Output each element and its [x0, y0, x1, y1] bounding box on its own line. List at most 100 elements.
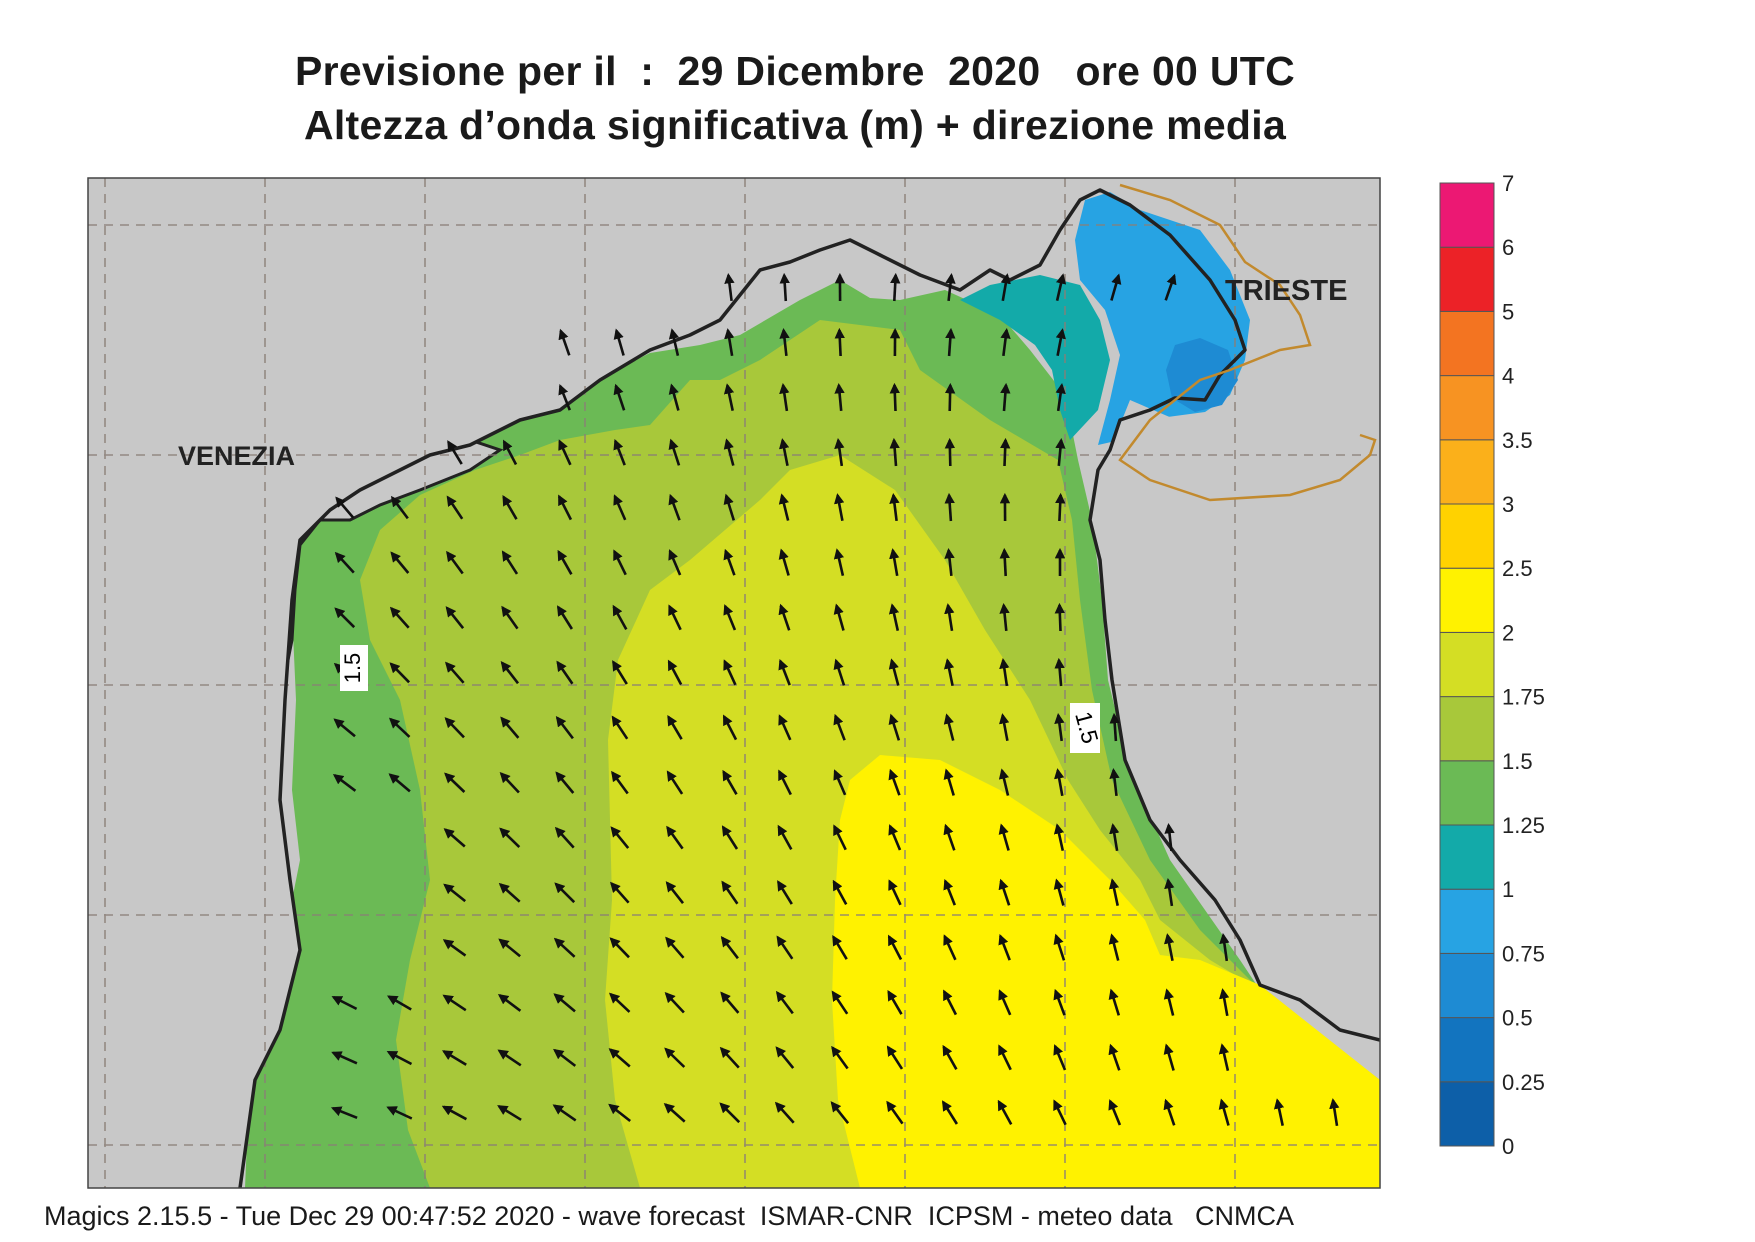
- direction-arrow: [613, 438, 626, 466]
- direction-arrow: [944, 382, 956, 412]
- sea-band-1: [960, 275, 1110, 440]
- legend-swatch: [1439, 1081, 1495, 1147]
- direction-arrow: [943, 878, 957, 906]
- city-label-venezia: VENEZIA: [178, 441, 295, 471]
- direction-arrow: [889, 437, 900, 467]
- direction-arrow: [944, 548, 955, 577]
- direction-arrow: [1000, 382, 1011, 412]
- direction-arrow: [609, 937, 630, 959]
- direction-arrow: [778, 714, 792, 741]
- direction-arrow: [1163, 1098, 1176, 1126]
- direction-arrow: [558, 328, 571, 356]
- direction-arrow: [1053, 988, 1066, 1016]
- legend-swatch: [1439, 375, 1495, 441]
- direction-arrow: [390, 551, 410, 574]
- wave-direction-arrows: [330, 272, 1340, 1127]
- direction-arrow: [1055, 273, 1067, 301]
- direction-arrow: [502, 495, 518, 520]
- direction-arrow: [1109, 823, 1120, 852]
- direction-arrow: [721, 825, 739, 850]
- direction-arrow: [610, 881, 630, 904]
- direction-arrow: [444, 717, 465, 739]
- direction-arrow: [666, 825, 684, 850]
- direction-arrow: [331, 1051, 358, 1065]
- direction-arrow: [447, 440, 463, 465]
- direction-arrow: [833, 548, 845, 576]
- direction-arrow: [778, 603, 791, 631]
- direction-arrow: [778, 769, 792, 796]
- direction-arrow: [722, 769, 738, 795]
- direction-arrow: [724, 273, 735, 302]
- direction-arrow: [999, 437, 1011, 467]
- direction-arrow: [998, 1044, 1012, 1071]
- direction-arrow: [888, 658, 900, 686]
- legend-swatch: [1439, 310, 1495, 377]
- legend-swatch: [1439, 503, 1495, 569]
- legend-swatch: [1439, 696, 1495, 762]
- istria-land: [1090, 178, 1380, 1040]
- legend-swatch: [1439, 952, 1495, 1019]
- direction-arrow: [998, 933, 1011, 961]
- title-line-1: Previsione per il : 29 Dicembre 2020 ore…: [294, 48, 1296, 94]
- direction-arrow: [997, 1099, 1013, 1126]
- direction-arrow: [886, 1100, 904, 1125]
- direction-arrow: [830, 1101, 850, 1125]
- legend-tick-label: 3: [1502, 492, 1514, 517]
- legend-tick-label: 3.5: [1502, 428, 1533, 453]
- direction-arrow: [723, 438, 735, 466]
- legend-colorbar: 7 6 5 4 3.5 3 2.5 2 1.75 1.5 1.25 1 0.75 0.5 0.25 0: [1439, 171, 1545, 1159]
- direction-arrow: [720, 991, 740, 1014]
- direction-arrow: [499, 827, 521, 849]
- legend-tick-label: 0.25: [1502, 1070, 1545, 1095]
- direction-arrow: [556, 660, 574, 685]
- legend-swatch: [1439, 182, 1495, 248]
- direction-arrow: [834, 327, 845, 357]
- direction-arrow: [386, 1106, 413, 1120]
- direction-arrow: [497, 1105, 522, 1121]
- direction-arrow: [1053, 933, 1066, 961]
- direction-arrow: [942, 989, 958, 1016]
- direction-arrow: [442, 1050, 467, 1066]
- legend-swatch: [1439, 567, 1495, 633]
- direction-arrow: [553, 993, 576, 1013]
- direction-arrow: [667, 715, 683, 740]
- legend-tick-label: 0.5: [1502, 1006, 1533, 1031]
- direction-arrow: [1163, 988, 1175, 1016]
- direction-arrow: [833, 713, 846, 741]
- direction-arrow: [668, 604, 682, 631]
- direction-arrow: [833, 824, 847, 851]
- direction-arrow: [889, 382, 901, 412]
- direction-arrow: [499, 771, 520, 794]
- direction-arrow: [778, 548, 790, 576]
- direction-arrow: [1053, 1099, 1067, 1126]
- direction-arrow: [1109, 712, 1120, 742]
- direction-arrow: [887, 990, 903, 1015]
- direction-arrow: [445, 606, 465, 630]
- direction-arrow: [446, 495, 464, 520]
- direction-arrow: [1163, 1043, 1175, 1071]
- direction-arrow: [831, 1045, 849, 1070]
- direction-arrow: [834, 383, 845, 412]
- direction-arrow: [386, 1050, 413, 1066]
- legend-tick-label: 0: [1502, 1134, 1514, 1159]
- direction-arrow: [1108, 988, 1121, 1016]
- direction-arrow: [613, 494, 627, 521]
- direction-arrow: [775, 1046, 795, 1069]
- national-border: [1118, 183, 1377, 502]
- direction-arrow: [889, 493, 900, 522]
- direction-arrow: [1000, 328, 1011, 357]
- direction-arrow: [498, 882, 521, 903]
- direction-arrow: [390, 495, 409, 520]
- direction-arrow: [498, 938, 521, 958]
- direction-arrow: [720, 936, 739, 960]
- map-frame: [87, 177, 1381, 1189]
- direction-arrow: [944, 603, 955, 632]
- direction-arrow: [779, 383, 790, 412]
- direction-arrow: [777, 824, 793, 851]
- direction-arrow: [888, 603, 900, 631]
- direction-arrow: [665, 881, 685, 905]
- direction-arrow: [1055, 383, 1066, 412]
- direction-arrow: [888, 824, 902, 851]
- legend-swatch: [1439, 246, 1495, 312]
- direction-arrow: [778, 493, 790, 521]
